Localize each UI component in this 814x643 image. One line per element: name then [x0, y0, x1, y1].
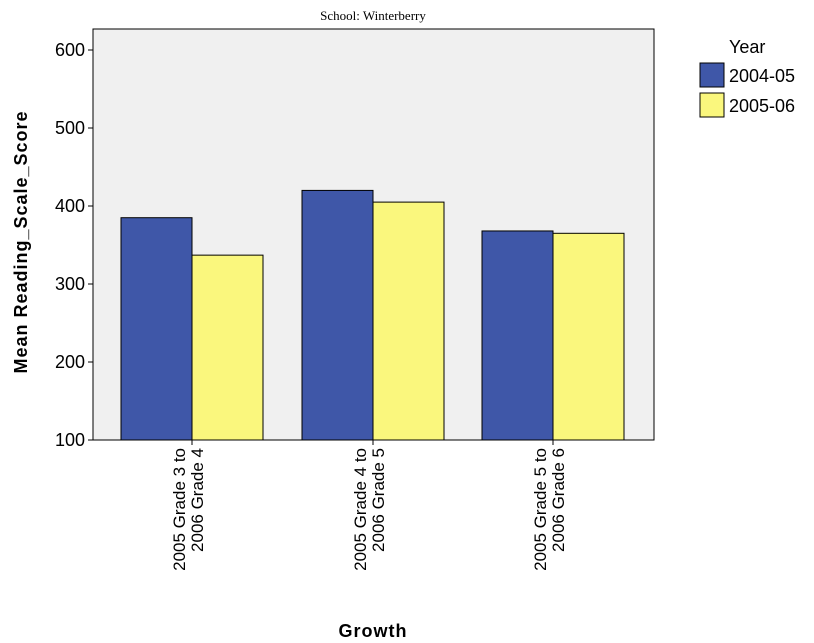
- bar: [372, 201, 445, 441]
- x-axis: 2005 Grade 3 to 2006 Grade 4 2005 Grade 4 …: [93, 439, 654, 571]
- y-tick-label: 600: [55, 40, 85, 60]
- x-category-label: 2005 Grade 5 to: [531, 448, 550, 571]
- legend-swatch: [699, 62, 725, 88]
- y-tick-label: 400: [55, 196, 85, 216]
- y-axis: 100 200 300 400 500 600: [55, 29, 94, 450]
- x-category-label: 2005 Grade 3 to: [170, 448, 189, 571]
- legend-title: Year: [729, 37, 765, 57]
- bar: [481, 230, 554, 441]
- y-tick-label: 100: [55, 430, 85, 450]
- bar: [120, 217, 193, 441]
- x-category-label: 2005 Grade 4 to: [351, 448, 370, 571]
- legend-label: 2005-06: [729, 96, 795, 116]
- legend-label: 2004-05: [729, 66, 795, 86]
- legend-swatch: [699, 92, 725, 118]
- y-tick-label: 500: [55, 118, 85, 138]
- y-tick-label: 200: [55, 352, 85, 372]
- y-axis-title: Mean Reading_Scale_Score: [11, 110, 31, 373]
- bars: [120, 189, 625, 441]
- x-category-label: 2006 Grade 6: [549, 448, 568, 552]
- x-category-label: 2006 Grade 4: [188, 448, 207, 552]
- bar: [301, 189, 374, 441]
- legend: Year 2004-05 2005-06: [699, 37, 795, 118]
- chart-title: School: Winterberry: [320, 8, 426, 23]
- bar: [552, 232, 625, 441]
- bar: [191, 254, 264, 441]
- y-tick-label: 300: [55, 274, 85, 294]
- x-axis-title: Growth: [339, 621, 408, 641]
- x-category-label: 2006 Grade 5: [369, 448, 388, 552]
